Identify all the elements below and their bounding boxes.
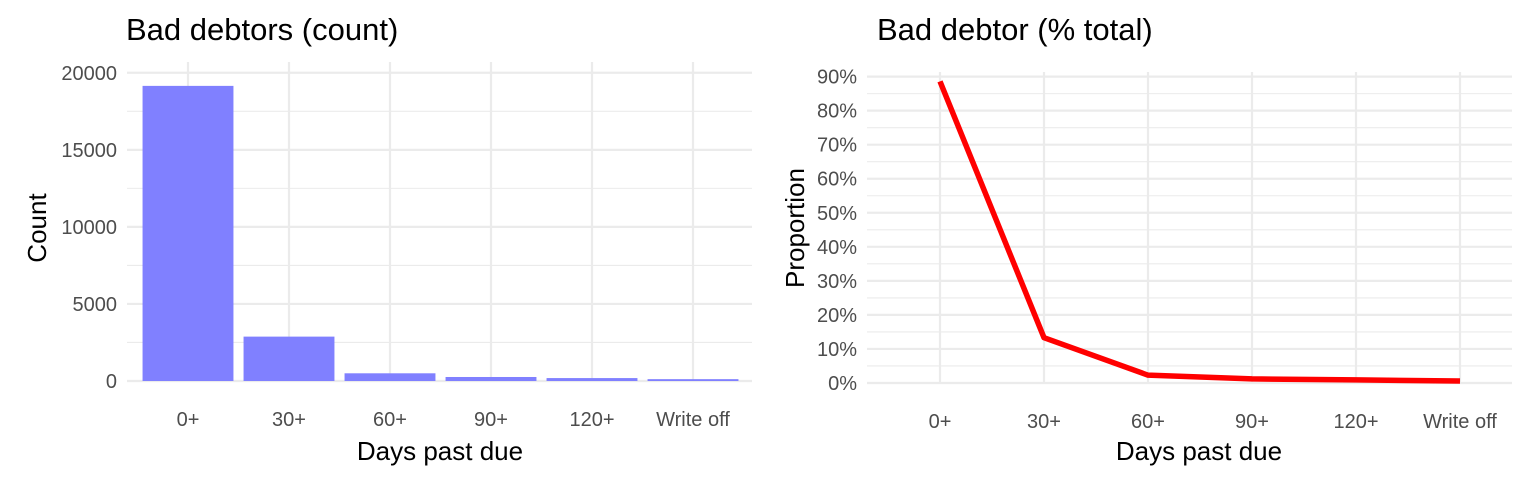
line-chart-y-tick-label: 70% bbox=[817, 135, 857, 157]
bar-chart-x-tick-labels: 0+ 30+ 60+ 90+ 120+ Write off bbox=[177, 409, 731, 431]
bar-chart-y-tick-label: 5000 bbox=[73, 294, 118, 316]
bar-chart-panel: Bad debtors (count) Days past due Count … bbox=[22, 12, 752, 466]
line-chart-y-tick-label: 40% bbox=[817, 237, 857, 259]
line-chart-x-tick-label: 90+ bbox=[1235, 411, 1269, 433]
line-chart-x-tick-label: Write off bbox=[1423, 411, 1497, 433]
line-chart-panel: Bad debtor (% total) Days past due Propo… bbox=[780, 12, 1512, 466]
line-chart-y-tick-label: 80% bbox=[817, 101, 857, 123]
line-chart-gridlines bbox=[867, 72, 1512, 385]
proportion-line bbox=[937, 80, 1461, 384]
bar-chart-y-tick-label: 15000 bbox=[61, 140, 117, 162]
line-chart-x-tick-labels: 0+ 30+ 60+ 90+ 120+ Write off bbox=[929, 411, 1498, 433]
bar-chart-x-axis-title: Days past due bbox=[357, 436, 523, 466]
bar-chart-y-tick-label: 20000 bbox=[61, 63, 117, 85]
bar-chart-x-tick-label: Write off bbox=[656, 409, 730, 431]
bar-chart-x-tick-label: 0+ bbox=[177, 409, 200, 431]
bar-chart-y-axis-title: Count bbox=[22, 193, 52, 263]
line-chart-y-tick-label: 10% bbox=[817, 339, 857, 361]
line-chart-x-tick-label: 30+ bbox=[1027, 411, 1061, 433]
line-chart-y-tick-label: 60% bbox=[817, 169, 857, 191]
bar-60 bbox=[344, 373, 436, 381]
bar-120 bbox=[546, 378, 638, 381]
line-chart-x-tick-label: 120+ bbox=[1333, 411, 1378, 433]
bar-chart-y-tick-label: 0 bbox=[106, 371, 117, 393]
bar-chart-x-tick-label: 60+ bbox=[373, 409, 407, 431]
bar-chart-title: Bad debtors (count) bbox=[126, 12, 398, 47]
line-chart-series bbox=[937, 80, 1461, 384]
line-chart-y-tick-label: 50% bbox=[817, 203, 857, 225]
line-chart-y-tick-label: 0% bbox=[828, 373, 857, 395]
bar-chart-y-tick-label: 10000 bbox=[61, 217, 117, 239]
line-chart-title: Bad debtor (% total) bbox=[877, 12, 1153, 47]
line-chart-y-tick-label: 20% bbox=[817, 305, 857, 327]
bar-chart-x-tick-label: 90+ bbox=[474, 409, 508, 431]
line-chart-x-tick-label: 60+ bbox=[1131, 411, 1165, 433]
line-chart-x-tick-label: 0+ bbox=[929, 411, 952, 433]
line-chart-y-tick-labels: 0% 10% 20% 30% 40% 50% 60% 70% 80% 90% bbox=[817, 67, 857, 395]
bar-30 bbox=[243, 336, 335, 381]
line-chart-x-axis-title: Days past due bbox=[1116, 436, 1282, 466]
bar-chart-bars bbox=[142, 85, 739, 381]
bar-chart-x-tick-label: 30+ bbox=[272, 409, 306, 431]
bar-write-off bbox=[647, 379, 739, 381]
bar-chart-y-tick-labels: 0 5000 10000 15000 20000 bbox=[61, 63, 117, 393]
line-chart-y-tick-label: 30% bbox=[817, 271, 857, 293]
line-chart-y-axis-title: Proportion bbox=[780, 168, 810, 288]
line-chart-y-tick-label: 90% bbox=[817, 67, 857, 89]
bar-90 bbox=[445, 376, 537, 381]
bar-chart-x-tick-label: 120+ bbox=[569, 409, 614, 431]
bar-0 bbox=[142, 85, 234, 381]
